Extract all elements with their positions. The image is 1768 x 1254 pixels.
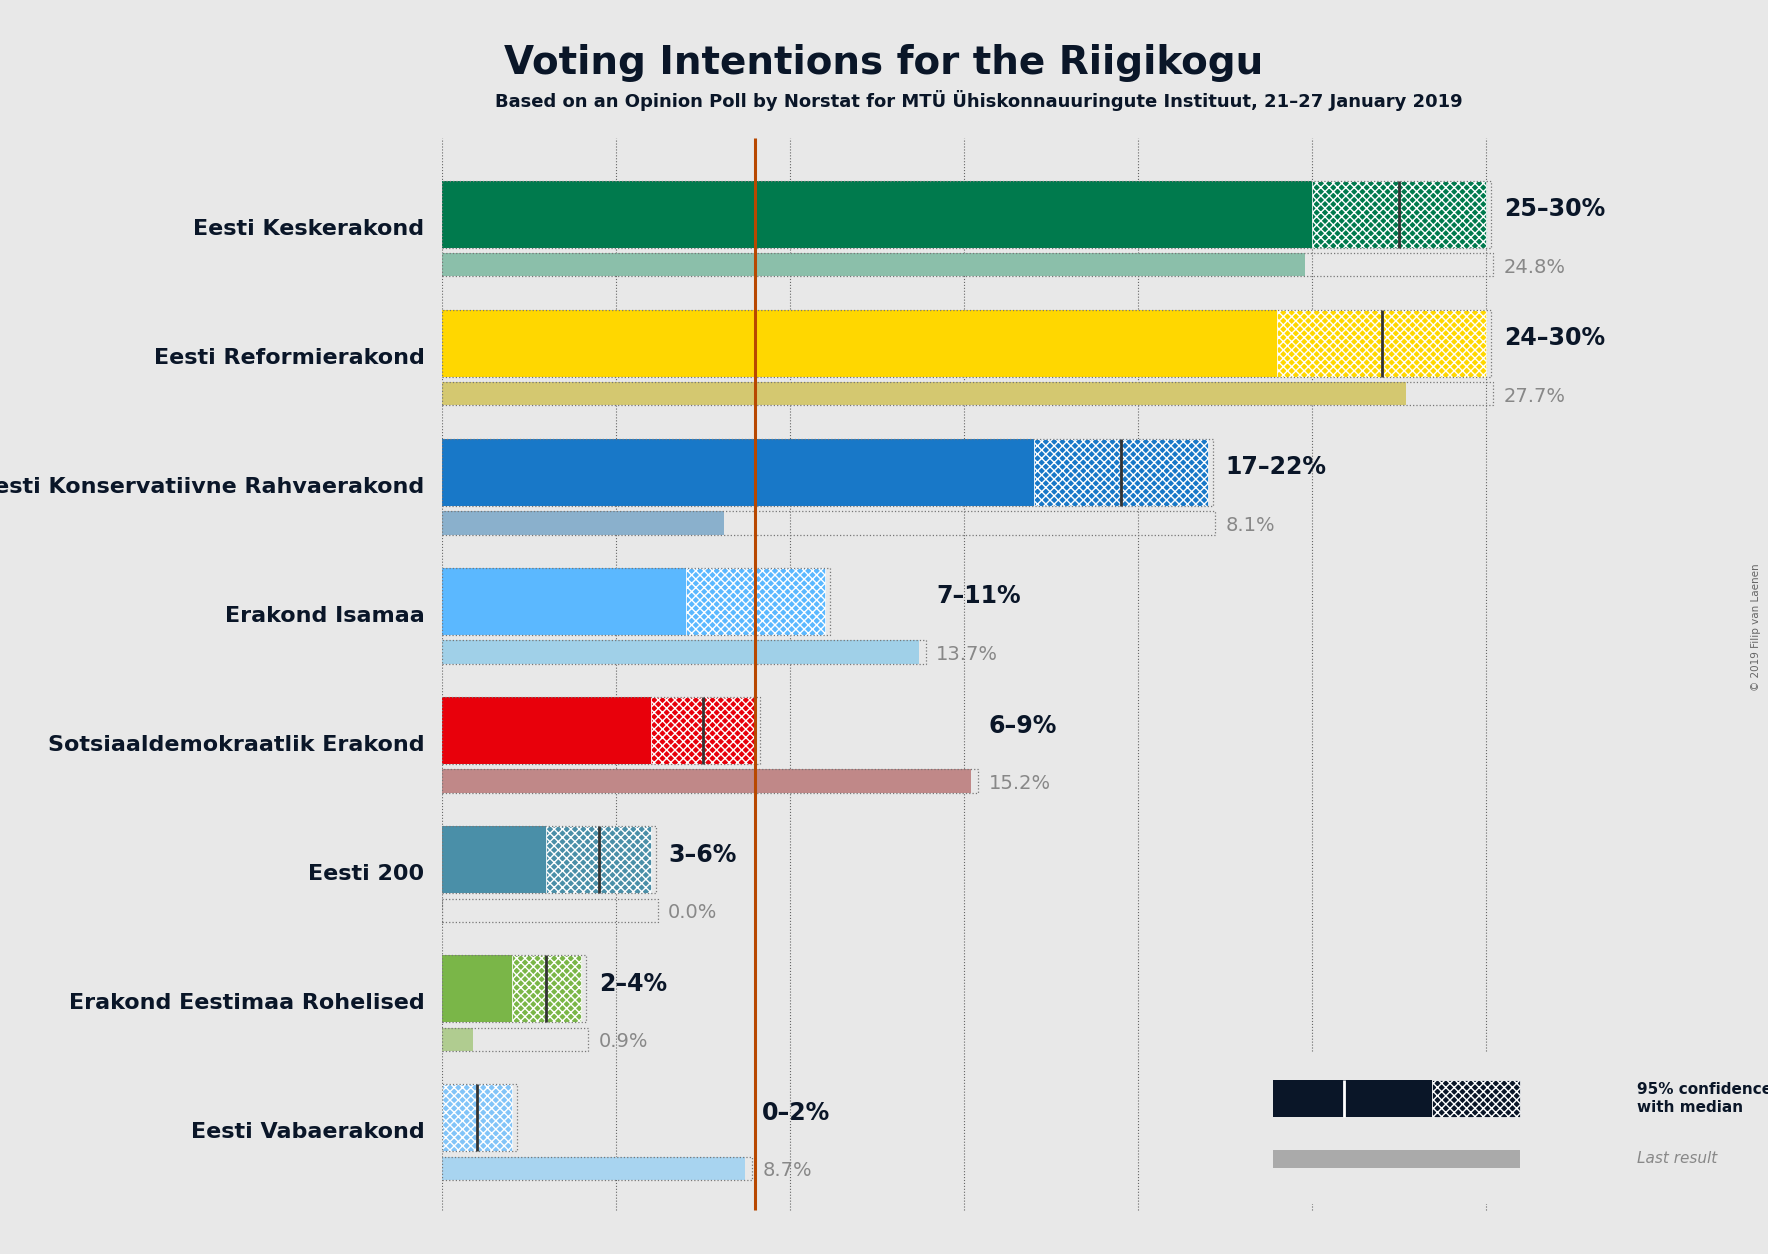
Bar: [442, 253, 1494, 276]
Text: Eesti Vabaerakond: Eesti Vabaerakond: [191, 1122, 424, 1142]
Bar: [442, 1085, 511, 1151]
Bar: [442, 310, 1492, 377]
Text: 0.9%: 0.9%: [599, 1032, 649, 1051]
Text: 13.7%: 13.7%: [937, 645, 999, 665]
Bar: [511, 956, 582, 1022]
Bar: [442, 512, 723, 534]
Bar: [442, 439, 1034, 507]
Bar: [442, 1156, 744, 1180]
Bar: [442, 697, 651, 764]
Bar: [442, 310, 1276, 377]
Bar: [1273, 1150, 1520, 1167]
Bar: [442, 956, 587, 1022]
Bar: [546, 826, 651, 893]
Bar: [442, 641, 926, 663]
Text: 15.2%: 15.2%: [988, 774, 1050, 793]
Bar: [1312, 181, 1487, 248]
Bar: [442, 1085, 516, 1151]
Text: 27.7%: 27.7%: [1503, 387, 1566, 406]
Bar: [651, 697, 755, 764]
Bar: [442, 956, 511, 1022]
Text: 25–30%: 25–30%: [1503, 197, 1605, 221]
Text: Based on an Opinion Poll by Norstat for MTÜ Ühiskonnauuringute Instituut, 21–27 : Based on an Opinion Poll by Norstat for …: [495, 90, 1462, 112]
Text: 17–22%: 17–22%: [1225, 455, 1326, 479]
Text: 95% confidence interval: 95% confidence interval: [1637, 1082, 1768, 1097]
Text: Erakond Eestimaa Rohelised: Erakond Eestimaa Rohelised: [69, 993, 424, 1013]
Bar: [442, 181, 1492, 248]
Bar: [442, 568, 831, 636]
Text: 0.0%: 0.0%: [668, 903, 718, 922]
Text: Eesti Konservatiivne Rahvaerakond: Eesti Konservatiivne Rahvaerakond: [0, 477, 424, 497]
Text: Eesti 200: Eesti 200: [308, 864, 424, 884]
Bar: [442, 253, 1305, 276]
Text: Eesti Keskerakond: Eesti Keskerakond: [193, 218, 424, 238]
Text: Sotsiaaldemokraatlik Erakond: Sotsiaaldemokraatlik Erakond: [48, 735, 424, 755]
Bar: [442, 826, 546, 893]
Bar: [442, 770, 971, 793]
Text: 6–9%: 6–9%: [988, 714, 1057, 737]
Bar: [686, 568, 826, 636]
Bar: [442, 1156, 751, 1180]
Bar: [442, 770, 978, 793]
Bar: [442, 826, 656, 893]
Text: 8.7%: 8.7%: [762, 1161, 812, 1180]
Text: 24.8%: 24.8%: [1503, 258, 1566, 277]
Text: Last result: Last result: [1637, 1151, 1717, 1166]
Bar: [442, 382, 1494, 405]
Text: 7–11%: 7–11%: [937, 584, 1020, 608]
Bar: [442, 697, 760, 764]
Text: 3–6%: 3–6%: [668, 843, 737, 867]
Bar: [1276, 310, 1487, 377]
Bar: [442, 568, 686, 636]
Bar: [1273, 1081, 1432, 1116]
Text: 8.1%: 8.1%: [1225, 515, 1275, 535]
Bar: [442, 382, 1406, 405]
Bar: [442, 439, 1213, 507]
Bar: [442, 1027, 474, 1051]
Bar: [442, 899, 658, 922]
Text: with median: with median: [1637, 1100, 1743, 1115]
Bar: [1034, 439, 1208, 507]
Text: 0–2%: 0–2%: [762, 1101, 831, 1125]
Bar: [442, 641, 919, 663]
Bar: [442, 1027, 589, 1051]
Text: Erakond Isamaa: Erakond Isamaa: [225, 606, 424, 626]
Text: Eesti Reformierakond: Eesti Reformierakond: [154, 347, 424, 367]
Text: 2–4%: 2–4%: [599, 972, 667, 996]
Text: 24–30%: 24–30%: [1503, 326, 1605, 350]
Text: Voting Intentions for the Riigikogu: Voting Intentions for the Riigikogu: [504, 44, 1264, 82]
Bar: [442, 181, 1312, 248]
Bar: [1432, 1081, 1520, 1116]
Bar: [442, 512, 1215, 534]
Text: © 2019 Filip van Laenen: © 2019 Filip van Laenen: [1750, 563, 1761, 691]
